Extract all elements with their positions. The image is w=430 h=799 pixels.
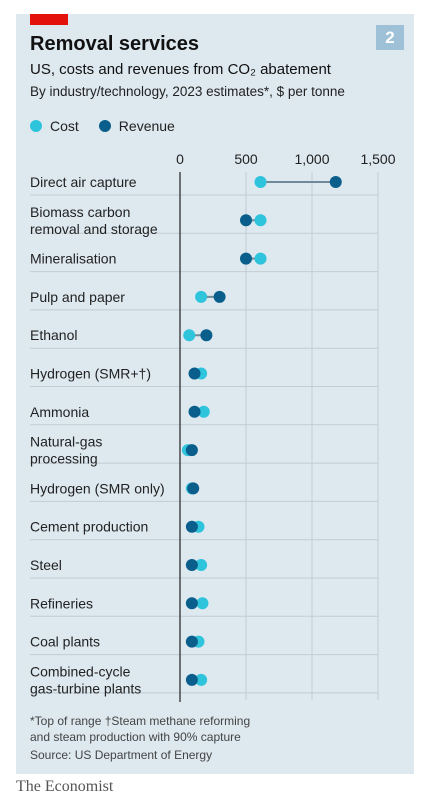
chart-subtitle-units: By industry/technology, 2023 estimates*,… (30, 84, 345, 99)
legend-item-cost: Cost (30, 118, 79, 134)
category-label: Steel (30, 557, 62, 573)
x-tick-label: 1,500 (360, 151, 395, 167)
legend-label-cost: Cost (50, 118, 79, 134)
accent-bar (30, 14, 68, 25)
category-label: Cement production (30, 519, 148, 535)
revenue-dot (240, 252, 252, 265)
category-label: Ammonia (30, 404, 89, 420)
category-label: Biomass carbon (30, 204, 130, 220)
chart-number-badge: 2 (376, 25, 404, 50)
revenue-dot (187, 482, 200, 495)
category-label: Refineries (30, 595, 93, 611)
category-label: Mineralisation (30, 251, 116, 267)
category-label: processing (30, 451, 98, 467)
revenue-dot (185, 520, 198, 533)
category-label: Direct air capture (30, 174, 137, 190)
publisher-logo: The Economist (16, 778, 114, 795)
x-tick-label: 0 (176, 151, 184, 167)
revenue-dot (240, 214, 252, 227)
x-tick-label: 1,000 (294, 151, 329, 167)
footnote-line-1: *Top of range †Steam methane reforming (30, 714, 251, 728)
category-label: Ethanol (30, 327, 77, 343)
legend-dot-cost (30, 120, 42, 132)
category-label: Coal plants (30, 634, 100, 650)
cost-dot (254, 176, 267, 188)
category-label: Hydrogen (SMR+†) (30, 366, 151, 382)
revenue-dot (185, 673, 198, 686)
chart-title: Removal services (30, 33, 200, 55)
cost-dot (195, 290, 208, 303)
cost-dot (254, 252, 267, 265)
legend-label-revenue: Revenue (118, 118, 175, 134)
footnote-line-2: and steam production with 90% capture (30, 730, 241, 744)
legend-item-revenue: Revenue (98, 118, 175, 134)
chart-subtitle: US, costs and revenues from CO₂ abatemen… (30, 61, 331, 78)
revenue-dot (185, 597, 198, 610)
category-label: Combined-cycle (30, 663, 131, 679)
category-label: Pulp and paper (30, 289, 125, 305)
legend: Cost Revenue (30, 118, 195, 134)
category-label: gas-turbine plants (30, 680, 141, 696)
revenue-dot (185, 559, 198, 571)
cost-dot (195, 673, 208, 686)
cost-dot (195, 559, 208, 571)
x-tick-label: 500 (234, 151, 258, 167)
chart-panel: Removal services 2 US, costs and revenue… (16, 14, 414, 774)
revenue-dot (200, 329, 213, 342)
cost-dot (183, 329, 196, 342)
cost-dot (197, 405, 210, 418)
revenue-dot (329, 176, 342, 188)
category-label: removal and storage (30, 221, 158, 237)
category-label: Natural-gas (30, 434, 102, 450)
revenue-dot (185, 444, 198, 457)
source-note: Source: US Department of Energy (30, 748, 213, 762)
dot-chart: 0 500 1,000 1,500 Direct air capture Biomass … (30, 151, 396, 702)
cost-dot (196, 597, 209, 610)
cost-dot (254, 214, 267, 227)
revenue-dot (188, 405, 201, 418)
revenue-dot (213, 290, 226, 303)
revenue-dot (185, 635, 198, 648)
revenue-dot (188, 367, 201, 380)
category-label: Hydrogen (SMR only) (30, 480, 165, 496)
legend-dot-revenue (98, 120, 111, 132)
